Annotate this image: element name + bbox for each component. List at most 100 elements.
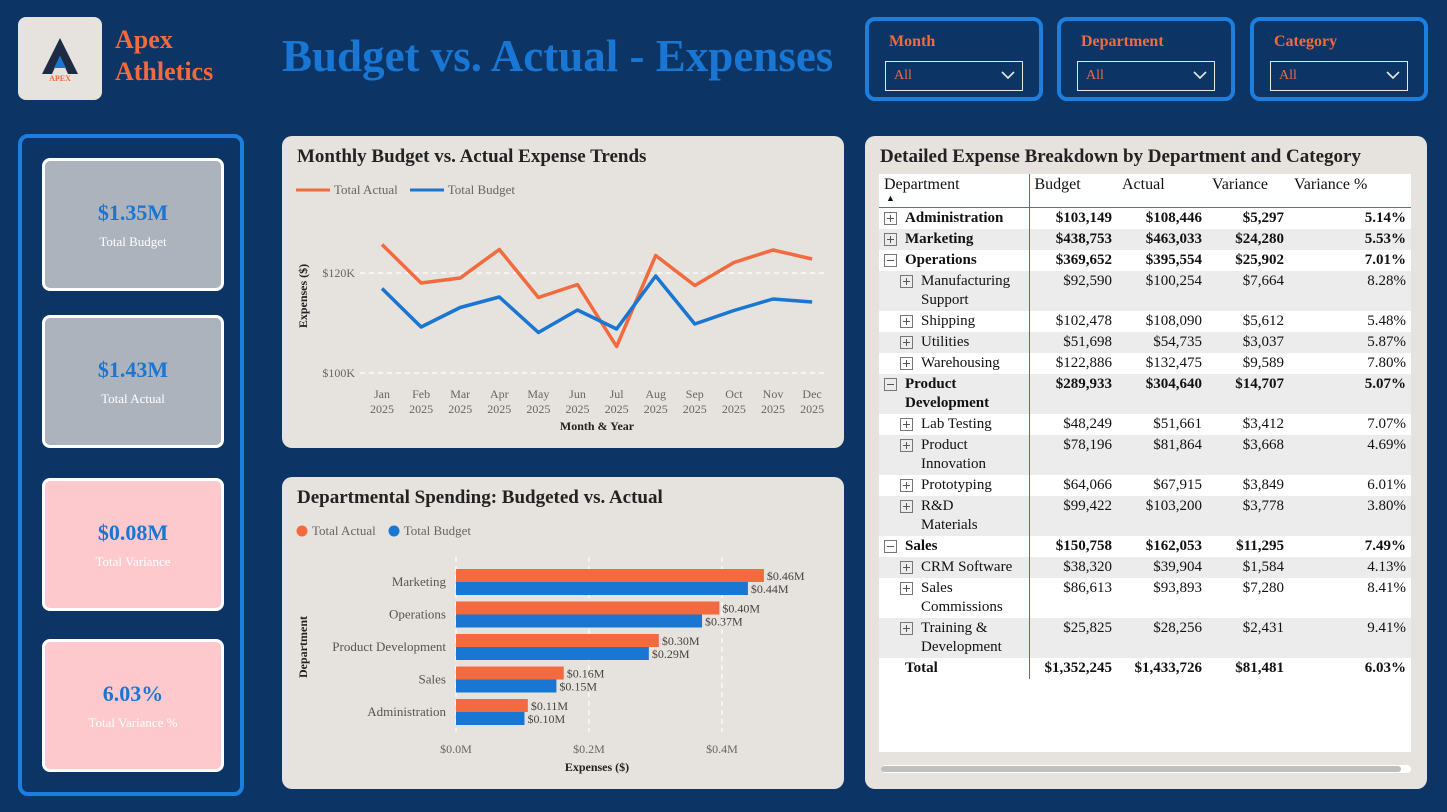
expand-icon[interactable]	[900, 478, 913, 492]
x-tick-label: Aug 2025	[644, 387, 668, 416]
collapse-icon[interactable]	[884, 539, 897, 553]
cell-budget: $51,698	[1029, 331, 1117, 353]
expand-icon[interactable]	[900, 438, 913, 452]
data-label: $0.40M	[722, 602, 760, 616]
table-row: CRM Software $38,320 $39,904 $1,584 4.13%	[879, 556, 1411, 578]
expense-matrix-table: Department ▲ Budget Actual Variance Vari…	[879, 174, 1411, 679]
x-tick-label: Apr 2025	[487, 387, 511, 416]
row-label-line: Materials	[921, 516, 978, 533]
brand-name: Apex Athletics	[115, 24, 213, 88]
column-header-actual[interactable]: Actual	[1117, 174, 1207, 208]
x-tick-label-line: Jan	[374, 387, 390, 401]
svg-text:APEX: APEX	[49, 74, 71, 83]
department-cell-content: Manufacturing Support	[884, 272, 1024, 310]
category-label: Marketing	[392, 574, 447, 589]
cell-pct: 4.69%	[1289, 434, 1411, 475]
cell-budget: $92,590	[1029, 270, 1117, 311]
expand-icon[interactable]	[900, 499, 913, 513]
x-tick-label-line: Apr	[490, 387, 509, 401]
data-label: $0.46M	[767, 569, 805, 583]
month-slicer: Month All	[865, 17, 1043, 101]
cell-budget: $48,249	[1029, 413, 1117, 435]
legend-label: Total Actual	[312, 523, 376, 538]
x-tick-label-line: 2025	[644, 402, 668, 416]
cell-department: Total	[879, 657, 1030, 679]
table-row: Product Innovation $78,196 $81,864 $3,668 4.6…	[879, 434, 1411, 475]
cell-actual: $39,904	[1117, 556, 1207, 578]
cell-budget: $25,825	[1029, 617, 1117, 658]
expand-icon[interactable]	[900, 621, 913, 635]
slicer-label: Month	[889, 33, 936, 50]
legend-item-actual[interactable]: Total Actual	[296, 182, 398, 198]
cell-variance: $11,295	[1207, 535, 1289, 557]
legend-label: Total Actual	[334, 182, 398, 197]
bar-chart-legend: Total Actual Total Budget	[296, 523, 477, 539]
table-title: Detailed Expense Breakdown by Department…	[880, 146, 1361, 167]
x-tick-label-line: 2025	[800, 402, 824, 416]
expand-icon[interactable]	[884, 211, 897, 225]
cell-actual: $103,200	[1117, 495, 1207, 536]
x-tick-label: Jun 2025	[566, 387, 590, 416]
column-header-budget[interactable]: Budget	[1029, 174, 1117, 208]
x-tick-label-line: 2025	[761, 402, 785, 416]
row-label-line: Commissions	[921, 598, 1003, 615]
x-tick-label-line: May	[527, 387, 549, 401]
column-header-variance-pct[interactable]: Variance %	[1289, 174, 1411, 208]
cell-pct: 7.01%	[1289, 249, 1411, 271]
bar-chart-title: Departmental Spending: Budgeted vs. Actu…	[297, 487, 663, 508]
column-header-label: Budget	[1034, 176, 1081, 193]
chevron-down-icon	[1386, 71, 1400, 80]
department-cell-content: Operations	[884, 251, 1024, 270]
data-label: $0.16M	[567, 667, 605, 681]
collapse-icon[interactable]	[884, 377, 897, 391]
data-label: $0.30M	[662, 634, 700, 648]
cell-pct: 5.48%	[1289, 310, 1411, 332]
legend-item-actual[interactable]: Total Actual	[296, 523, 376, 539]
column-header-label: Department	[884, 176, 960, 193]
cell-department: Administration	[879, 207, 1030, 229]
expand-icon[interactable]	[900, 314, 913, 328]
cell-actual: $67,915	[1117, 474, 1207, 496]
expand-icon[interactable]	[900, 274, 913, 288]
expand-icon[interactable]	[900, 417, 913, 431]
department-dropdown[interactable]: All	[1077, 61, 1215, 91]
scrollbar-thumb[interactable]	[881, 766, 1401, 772]
brand-line-1: Apex	[115, 25, 173, 54]
data-label: $0.15M	[559, 680, 597, 694]
department-cell-content: Product Innovation	[884, 436, 1024, 474]
sort-ascending-icon: ▲	[886, 193, 895, 203]
cell-variance: $9,589	[1207, 352, 1289, 374]
chevron-down-icon	[1193, 71, 1207, 80]
month-dropdown[interactable]: All	[885, 61, 1023, 91]
expand-icon[interactable]	[900, 581, 913, 595]
cell-variance: $2,431	[1207, 617, 1289, 658]
expand-icon[interactable]	[900, 356, 913, 370]
row-label: Training & Development	[921, 619, 1002, 657]
department-cell-content: Sales Commissions	[884, 579, 1024, 617]
table-row: Sales Commissions $86,613 $93,893 $7,280 8.41…	[879, 577, 1411, 618]
column-header-department[interactable]: Department ▲	[879, 174, 1030, 208]
cell-pct: 5.07%	[1289, 373, 1411, 414]
bar-actual	[456, 666, 564, 680]
cell-department: Manufacturing Support	[879, 270, 1030, 311]
kpi-total-variance-pct: 6.03% Total Variance %	[42, 639, 224, 772]
data-label: $0.11M	[531, 699, 569, 713]
expand-icon[interactable]	[900, 560, 913, 574]
kpi-caption: Total Variance	[95, 553, 171, 569]
legend-item-budget[interactable]: Total Budget	[388, 523, 471, 539]
cell-pct: 4.13%	[1289, 556, 1411, 578]
collapse-icon[interactable]	[884, 253, 897, 267]
expand-icon[interactable]	[900, 335, 913, 349]
cell-actual: $100,254	[1117, 270, 1207, 311]
bar-budget	[456, 614, 703, 628]
table-row: R&D Materials $99,422 $103,200 $3,778 3.80%	[879, 495, 1411, 536]
legend-item-budget[interactable]: Total Budget	[409, 182, 515, 198]
department-cell-content: Total	[884, 659, 1024, 678]
category-dropdown[interactable]: All	[1270, 61, 1408, 91]
row-label-line: Warehousing	[921, 354, 1000, 371]
expand-icon[interactable]	[884, 232, 897, 246]
cell-actual: $1,433,726	[1117, 657, 1207, 679]
column-header-variance[interactable]: Variance	[1207, 174, 1289, 208]
horizontal-scrollbar[interactable]	[881, 765, 1411, 773]
slicer-label: Category	[1274, 33, 1338, 50]
